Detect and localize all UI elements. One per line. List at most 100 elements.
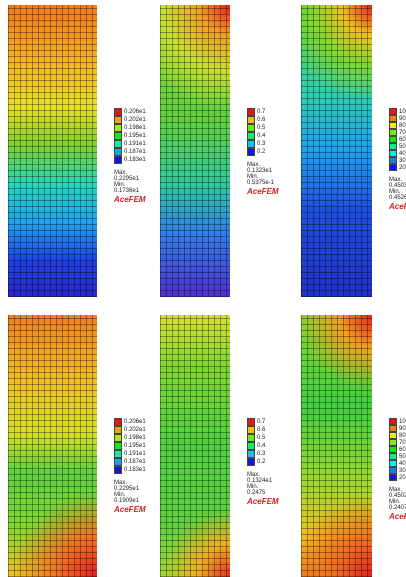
- min-value: 0.2407e2: [389, 505, 406, 511]
- legend-label: 0.3: [257, 451, 265, 457]
- legend-label: 0.2: [257, 149, 265, 155]
- legend-label: 0.7: [257, 419, 265, 425]
- legend-swatch: [114, 442, 122, 450]
- contour-plot: [8, 315, 97, 577]
- legend-swatch: [114, 108, 122, 116]
- legend-swatch: [114, 426, 122, 434]
- legend-label: 90.: [399, 426, 406, 432]
- legend-swatch: [247, 116, 255, 124]
- contour-plot: [160, 5, 230, 297]
- contour-plot: [160, 315, 230, 577]
- legend-label: 0.191e1: [124, 451, 146, 457]
- legend-label: 0.6: [257, 427, 265, 433]
- legend-label: 0.198e1: [124, 435, 146, 441]
- legend-label: 0.198e1: [124, 125, 146, 131]
- legend-swatch: [247, 434, 255, 442]
- legend-swatch: [389, 474, 397, 481]
- brand-logo: AceFEM: [389, 202, 406, 211]
- legend-swatch: [114, 124, 122, 132]
- legend-swatch: [114, 148, 122, 156]
- mesh-grid: [8, 315, 97, 577]
- legend-label: 20.: [399, 165, 406, 171]
- legend-label: 0.183e1: [124, 467, 146, 473]
- min-value: 0.1909e1: [114, 498, 139, 504]
- contour-plot: [8, 5, 97, 297]
- legend-swatch: [389, 115, 397, 122]
- legend-swatch: [389, 122, 397, 129]
- figure: 0.206e1 0.202e1 0.198e1 0.195e1 0.191e1 0.187…: [0, 0, 406, 577]
- brand-logo: AceFEM: [114, 195, 146, 204]
- legend-label: 70.: [399, 440, 406, 446]
- legend-label: 30.: [399, 158, 406, 164]
- brand-logo: AceFEM: [114, 505, 146, 514]
- legend-swatch: [114, 458, 122, 466]
- legend-swatch: [389, 108, 397, 115]
- mesh-grid: [301, 5, 372, 297]
- legend-swatch: [247, 458, 255, 466]
- legend-swatch: [247, 450, 255, 458]
- legend-label: 0.5: [257, 125, 265, 131]
- legend-label: 100.: [399, 109, 406, 115]
- legend-swatch: [389, 157, 397, 164]
- mesh-grid: [160, 315, 230, 577]
- legend-label: 0.195e1: [124, 133, 146, 139]
- mesh-grid: [160, 5, 230, 297]
- min-value: 0.5375e-1: [247, 180, 274, 186]
- legend-label: 0.187e1: [124, 459, 146, 465]
- legend-label: 0.3: [257, 141, 265, 147]
- legend-swatch: [389, 432, 397, 439]
- legend-swatch: [389, 129, 397, 136]
- legend-swatch: [247, 442, 255, 450]
- legend-swatch: [389, 453, 397, 460]
- legend-swatch: [389, 439, 397, 446]
- legend-swatch: [247, 426, 255, 434]
- legend-label: 0.206e1: [124, 109, 146, 115]
- min-value: 0.4526e1: [389, 195, 406, 201]
- mesh-grid: [8, 5, 97, 297]
- legend-swatch: [389, 143, 397, 150]
- legend-swatch: [247, 124, 255, 132]
- legend-label: 0.202e1: [124, 427, 146, 433]
- legend-label: 30.: [399, 468, 406, 474]
- brand-logo: AceFEM: [247, 187, 279, 196]
- legend-swatch: [114, 116, 122, 124]
- legend-swatch: [389, 467, 397, 474]
- legend-label: 40.: [399, 151, 406, 157]
- legend-swatch: [114, 418, 122, 426]
- legend-label: 0.4: [257, 133, 265, 139]
- legend-label: 80.: [399, 123, 406, 129]
- legend-label: 70.: [399, 130, 406, 136]
- contour-plot: [301, 315, 372, 577]
- min-value: 0.2475: [247, 490, 265, 496]
- legend-swatch: [389, 446, 397, 453]
- legend-label: 50.: [399, 144, 406, 150]
- legend-swatch: [114, 140, 122, 148]
- legend-label: 0.195e1: [124, 443, 146, 449]
- legend-label: 0.7: [257, 109, 265, 115]
- legend-label: 20.: [399, 475, 406, 481]
- legend-swatch: [114, 466, 122, 474]
- legend-swatch: [389, 425, 397, 432]
- legend-label: 50.: [399, 454, 406, 460]
- legend-swatch: [247, 132, 255, 140]
- legend-swatch: [389, 418, 397, 425]
- legend-label: 0.191e1: [124, 141, 146, 147]
- legend-label: 0.183e1: [124, 157, 146, 163]
- legend-label: 0.4: [257, 443, 265, 449]
- legend-swatch: [114, 434, 122, 442]
- legend-label: 0.202e1: [124, 117, 146, 123]
- legend-label: 0.6: [257, 117, 265, 123]
- legend-label: 90.: [399, 116, 406, 122]
- mesh-grid: [301, 315, 372, 577]
- legend-label: 60.: [399, 447, 406, 453]
- legend-label: 0.5: [257, 435, 265, 441]
- legend-swatch: [389, 164, 397, 171]
- legend-swatch: [389, 136, 397, 143]
- legend-label: 80.: [399, 433, 406, 439]
- min-value: 0.1736e1: [114, 188, 139, 194]
- legend-label: 0.206e1: [124, 419, 146, 425]
- legend-label: 40.: [399, 461, 406, 467]
- legend-swatch: [247, 108, 255, 116]
- legend-swatch: [247, 148, 255, 156]
- legend-swatch: [247, 140, 255, 148]
